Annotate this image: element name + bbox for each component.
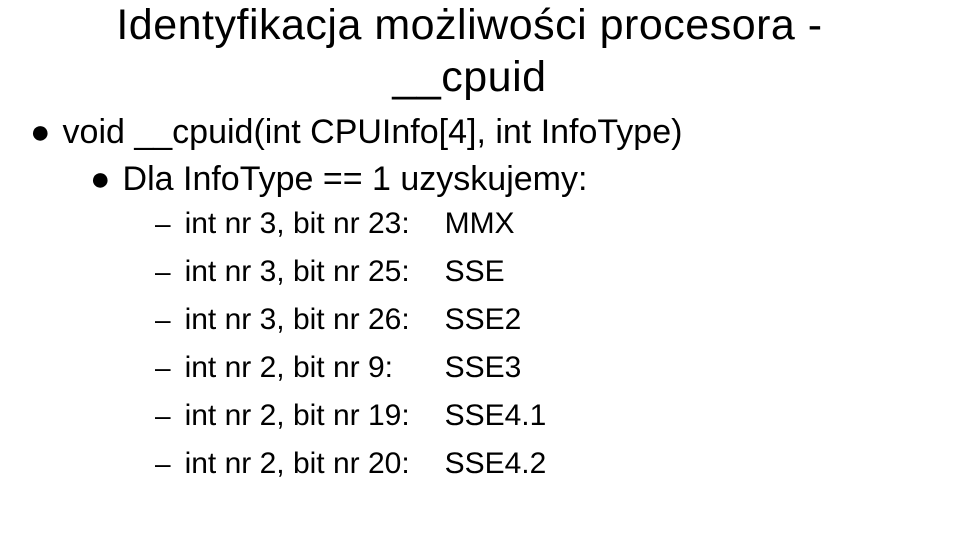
row-value: SSE4.1 [445, 399, 547, 433]
row-label: int nr 2, bit nr 20: [185, 447, 445, 481]
bullet1-text: void __cpuid(int CPUInfo[4], int InfoTyp… [63, 113, 683, 152]
bullet-dot-icon: ● [30, 113, 51, 152]
title-line-1: Identyfikacja możliwości procesora - [116, 1, 822, 49]
row-value: SSE3 [445, 351, 522, 385]
row-label: int nr 3, bit nr 23: [185, 207, 445, 241]
list-item: – int nr 3, bit nr 26: SSE2 [155, 303, 939, 337]
row-label: int nr 2, bit nr 9: [185, 351, 445, 385]
dash-icon: – [155, 256, 171, 288]
slide-container: Identyfikacja możliwości procesora - __c… [0, 0, 959, 481]
slide-title: Identyfikacja możliwości procesora - __c… [0, 0, 939, 103]
list-item: – int nr 2, bit nr 9: SSE3 [155, 351, 939, 385]
bullet2-text: Dla InfoType == 1 uzyskujemy: [123, 160, 588, 199]
list-item: – int nr 3, bit nr 25: SSE [155, 255, 939, 289]
list-item: – int nr 3, bit nr 23: MMX [155, 207, 939, 241]
bullet-level-1: ● void __cpuid(int CPUInfo[4], int InfoT… [30, 113, 939, 152]
row-value: MMX [445, 207, 515, 241]
row-value: SSE4.2 [445, 447, 547, 481]
list-item: – int nr 2, bit nr 19: SSE4.1 [155, 399, 939, 433]
dash-icon: – [155, 208, 171, 240]
dash-icon: – [155, 400, 171, 432]
bullet-dot-icon: ● [90, 160, 111, 199]
bullet-level-2: ● Dla InfoType == 1 uzyskujemy: [90, 160, 939, 199]
row-label: int nr 3, bit nr 26: [185, 303, 445, 337]
row-value: SSE2 [445, 303, 522, 337]
row-label: int nr 2, bit nr 19: [185, 399, 445, 433]
row-label: int nr 3, bit nr 25: [185, 255, 445, 289]
dash-icon: – [155, 304, 171, 336]
dash-icon: – [155, 352, 171, 384]
list-item: – int nr 2, bit nr 20: SSE4.2 [155, 447, 939, 481]
dash-icon: – [155, 448, 171, 480]
title-line-2: __cpuid [392, 53, 546, 101]
row-value: SSE [445, 255, 505, 289]
